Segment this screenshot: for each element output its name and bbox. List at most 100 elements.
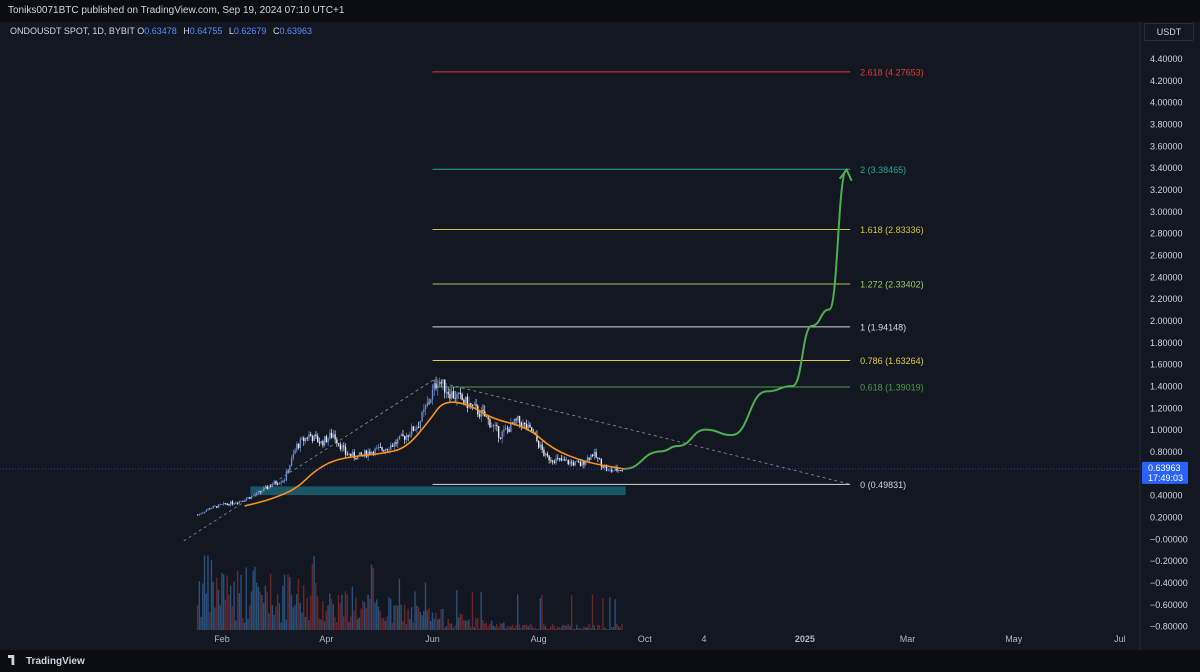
candle-body: [525, 424, 528, 429]
volume-bar: [412, 622, 414, 630]
candle-body: [325, 436, 328, 443]
candle-body: [219, 504, 221, 506]
candle-body: [586, 457, 589, 462]
candle-body: [217, 504, 220, 508]
high-label: H: [183, 26, 190, 36]
y-tick-label: 2.20000: [1150, 294, 1183, 304]
candle-body: [457, 392, 460, 394]
volume-bar: [523, 625, 526, 630]
candle-body: [435, 383, 437, 389]
candle-body: [216, 506, 218, 508]
volume-bar: [327, 605, 329, 630]
volume-bar: [529, 624, 531, 630]
trendline: [183, 380, 433, 542]
candle-body: [618, 470, 620, 471]
candle-body: [560, 458, 562, 461]
volume-bar: [421, 615, 423, 630]
currency-button[interactable]: USDT: [1144, 23, 1194, 41]
candle-body: [614, 467, 616, 471]
volume-bar: [443, 627, 446, 630]
high-value: 0.64755: [189, 26, 223, 36]
projection-line: [623, 168, 848, 470]
tradingview-logo[interactable]: TradingView: [8, 655, 85, 667]
candle-body: [417, 427, 420, 428]
candle-body: [407, 435, 409, 437]
candle-body: [252, 495, 255, 497]
candle-body: [414, 429, 416, 431]
chart-area[interactable]: 2.618 (4.27653) 2 (3.38465) 1.618 (2.83336…: [0, 22, 1200, 650]
candle-body: [590, 454, 592, 460]
candle-body: [564, 459, 566, 461]
volume-bar: [283, 574, 286, 630]
candle-body: [616, 467, 618, 471]
y-axis[interactable]: 4.40000 4.20000 4.00000 3.80000 3.60000 3.400…: [1150, 54, 1188, 632]
volume-bar: [551, 624, 554, 630]
volume-bar: [323, 621, 326, 630]
y-tick-label: 2.40000: [1150, 272, 1183, 282]
x-tick-label: Jun: [425, 634, 440, 644]
volume-bar: [417, 606, 420, 630]
volume-bar: [254, 566, 256, 630]
volume-bar: [503, 622, 505, 630]
candle-body: [426, 402, 429, 406]
candle-body: [370, 452, 373, 455]
y-tick-label: 0.80000: [1150, 447, 1183, 457]
candle-body: [270, 486, 272, 488]
fib-levels[interactable]: 2.618 (4.27653) 2 (3.38465) 1.618 (2.83336…: [432, 67, 924, 490]
volume-bar: [252, 570, 254, 630]
volume-bar: [506, 626, 508, 630]
candle-body: [397, 439, 399, 444]
volume-bar: [256, 582, 258, 630]
close-label: C: [272, 26, 280, 36]
candle-body: [224, 503, 227, 505]
y-tick-label: 2.80000: [1150, 229, 1183, 239]
volume-bar: [558, 627, 561, 630]
volume-bar: [302, 585, 305, 630]
candle-body: [351, 451, 354, 456]
volume-bar: [379, 611, 381, 630]
volume-bar: [543, 623, 545, 630]
volume-bar: [496, 624, 498, 630]
volume-bar: [546, 628, 548, 630]
price-chart[interactable]: 2.618 (4.27653) 2 (3.38465) 1.618 (2.83336…: [0, 22, 1200, 650]
x-axis[interactable]: Feb Apr Jun Aug Oct 4 2025 Mar May Jul: [214, 634, 1125, 644]
volume-bar: [219, 605, 221, 630]
candle-body: [202, 512, 204, 514]
y-tick-label: 3.20000: [1150, 185, 1183, 195]
volume-bar: [367, 594, 369, 630]
trendlines: [183, 380, 851, 542]
fib-label: 2 (3.38465): [860, 165, 906, 175]
candle-body: [473, 404, 475, 406]
y-tick-label: −0.00000: [1150, 534, 1188, 544]
open-value: 0.63478: [144, 26, 177, 36]
candle-body: [487, 416, 489, 420]
volume-bar: [318, 618, 321, 630]
candle-body: [471, 404, 474, 406]
volume-bar: [435, 612, 437, 630]
volume-bar: [457, 617, 460, 630]
volume-bar: [494, 626, 496, 630]
candle-body: [555, 458, 557, 463]
volume-bar: [461, 614, 463, 630]
volume-bar: [553, 626, 555, 630]
candle-body: [602, 466, 604, 468]
candle-body: [412, 426, 415, 431]
volume-bar: [212, 582, 214, 630]
candle-body: [410, 426, 413, 435]
published-text: Toniks0071BTC published on TradingView.c…: [8, 5, 345, 16]
volume-bar: [297, 578, 300, 630]
volume-bar: [315, 583, 317, 630]
candle-body: [299, 439, 301, 448]
candle-body: [464, 396, 467, 404]
candle-body: [438, 382, 441, 386]
candle-body: [419, 421, 422, 428]
volume-bar: [222, 574, 225, 630]
volume-bar: [555, 628, 557, 630]
candle-body: [313, 434, 315, 442]
candle-body: [350, 453, 352, 456]
candle-body: [527, 424, 529, 429]
candle-body: [447, 392, 449, 395]
candle-body: [369, 451, 371, 455]
volume-bar: [383, 617, 385, 630]
